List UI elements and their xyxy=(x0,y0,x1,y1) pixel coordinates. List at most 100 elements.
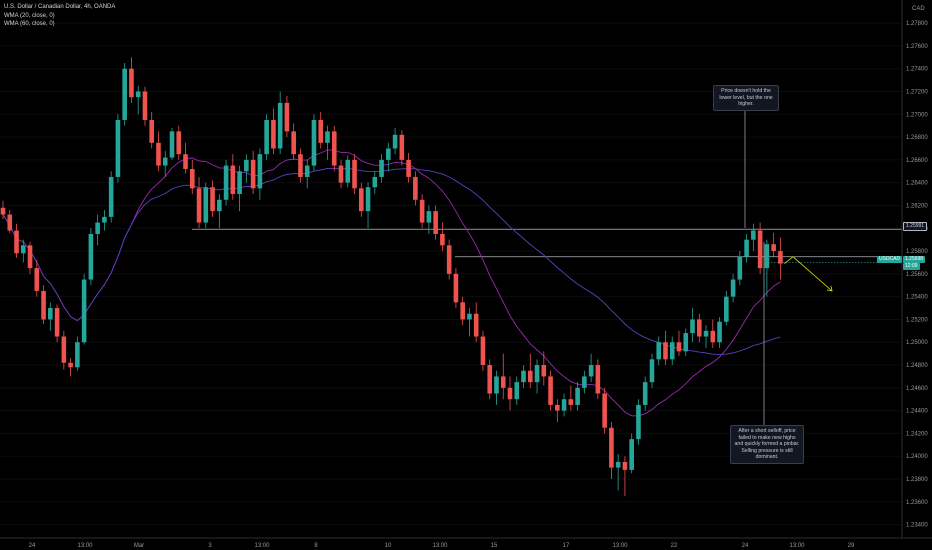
candle-up xyxy=(304,165,310,177)
candle-down xyxy=(298,154,303,177)
candle-down xyxy=(406,159,411,177)
price-tick-label: 1.27400 xyxy=(906,67,928,73)
price-axis[interactable]: 1.27800 1.27600 1.27400 1.27200 1.27000 1.268… xyxy=(906,21,928,529)
chart-legend: U.S. Dollar / Canadian Dollar, 4h, OANDA… xyxy=(4,3,115,29)
candle-up xyxy=(203,187,209,223)
candle-down xyxy=(149,119,155,143)
candle-up xyxy=(115,119,121,177)
candle-up xyxy=(588,365,594,377)
candle-up xyxy=(656,342,662,360)
candle-down xyxy=(771,244,776,252)
candle-down xyxy=(284,102,290,132)
candle-up xyxy=(81,279,87,343)
candle-down xyxy=(778,251,783,264)
candle-down xyxy=(156,142,161,166)
candle-up xyxy=(730,279,736,297)
wma20-legend[interactable]: WMA (20, close, 0) xyxy=(4,12,55,19)
price-tick-label: 1.24000 xyxy=(906,454,928,460)
price-tick-label: 1.26400 xyxy=(906,181,928,187)
price-tick-label: 1.25200 xyxy=(906,317,928,323)
candle-up xyxy=(345,159,351,183)
candle-down xyxy=(602,393,607,428)
candle-up xyxy=(751,230,756,240)
candle-down xyxy=(568,399,574,405)
candle-down xyxy=(358,188,364,212)
time-tick-label: Mar xyxy=(134,543,144,549)
time-axis[interactable]: 24 13:00 Mar 3 13:00 8 10 13:00 15 17 13:00 22 24 13:… xyxy=(29,543,855,549)
candle-down xyxy=(142,91,148,120)
symbol-badge: USDCAD xyxy=(877,256,903,263)
candle-up xyxy=(102,216,107,223)
candle-down xyxy=(663,342,668,360)
time-tick-label: 13:00 xyxy=(254,543,270,549)
level-price-badge: 1.25991 xyxy=(903,222,928,231)
candle-down xyxy=(399,134,405,160)
candle-down xyxy=(189,168,195,189)
candle-down xyxy=(527,370,533,383)
candle-down xyxy=(609,427,614,468)
time-tick-label: 13:00 xyxy=(612,543,628,549)
time-tick-label: 29 xyxy=(848,543,855,549)
price-tick-label: 1.25800 xyxy=(906,249,928,255)
annotation-top[interactable]: Price doesn't hold the lower level, but … xyxy=(713,85,779,111)
candle-down xyxy=(541,365,547,377)
wma60-line xyxy=(2,167,781,356)
candle-up xyxy=(649,359,655,383)
price-tick-label: 1.25600 xyxy=(906,272,928,278)
last-price-badge: 1.25698 xyxy=(903,256,926,263)
candle-up xyxy=(764,244,770,269)
price-tick-label: 1.23800 xyxy=(906,477,928,483)
candle-up xyxy=(365,187,371,212)
candle-up xyxy=(561,399,567,411)
price-tick-label: 1.26200 xyxy=(906,203,928,209)
candle-down xyxy=(595,365,601,394)
candle-up xyxy=(237,171,242,195)
time-tick-label: 22 xyxy=(671,543,678,549)
price-tick-label: 1.23600 xyxy=(906,500,928,506)
projection-arrow xyxy=(784,256,833,292)
price-tick-label: 1.25000 xyxy=(906,340,928,346)
candle-down xyxy=(710,330,716,343)
price-tick-label: 1.25400 xyxy=(906,295,928,301)
candle-up xyxy=(642,382,648,405)
candle-down xyxy=(419,199,425,223)
candle-down xyxy=(480,336,486,366)
candle-up xyxy=(669,342,675,360)
candle-down xyxy=(54,308,60,337)
candle-up xyxy=(386,148,391,160)
candle-down xyxy=(176,131,182,155)
moving-averages xyxy=(2,149,781,417)
candle-up xyxy=(169,131,175,158)
wma20-line xyxy=(2,149,781,417)
candle-up xyxy=(108,176,114,217)
candle-down xyxy=(487,365,493,394)
time-tick-label: 15 xyxy=(491,543,498,549)
time-tick-label: 3 xyxy=(208,543,212,549)
time-tick-label: 13:00 xyxy=(432,543,448,549)
symbol-title[interactable]: U.S. Dollar / Canadian Dollar, 4h, OANDA xyxy=(4,4,116,10)
candle-down xyxy=(338,165,344,183)
candle-down xyxy=(68,362,73,368)
candle-down xyxy=(433,211,438,234)
candle-down xyxy=(507,387,513,400)
candle-up xyxy=(48,308,53,320)
candle-up xyxy=(20,245,26,254)
price-tick-label: 1.24400 xyxy=(906,409,928,415)
candle-down xyxy=(500,376,506,388)
candle-up xyxy=(277,102,283,149)
candle-up xyxy=(217,199,222,212)
candle-up xyxy=(325,131,330,143)
candle-up xyxy=(629,439,634,470)
candle-down xyxy=(61,336,67,363)
candle-up xyxy=(122,68,127,120)
price-tick-label: 1.24800 xyxy=(906,363,928,369)
wma60-legend[interactable]: WMA (60, close, 0) xyxy=(4,21,55,27)
candle-down xyxy=(548,376,553,405)
candle-down xyxy=(34,268,40,291)
annotation-bottom[interactable]: After a short selloff, price failed to m… xyxy=(730,425,804,464)
price-tick-label: 1.26600 xyxy=(906,158,928,164)
annotation-connectors xyxy=(744,110,765,425)
price-tick-label: 1.23400 xyxy=(906,523,928,529)
price-tick-label: 1.27600 xyxy=(906,44,928,50)
